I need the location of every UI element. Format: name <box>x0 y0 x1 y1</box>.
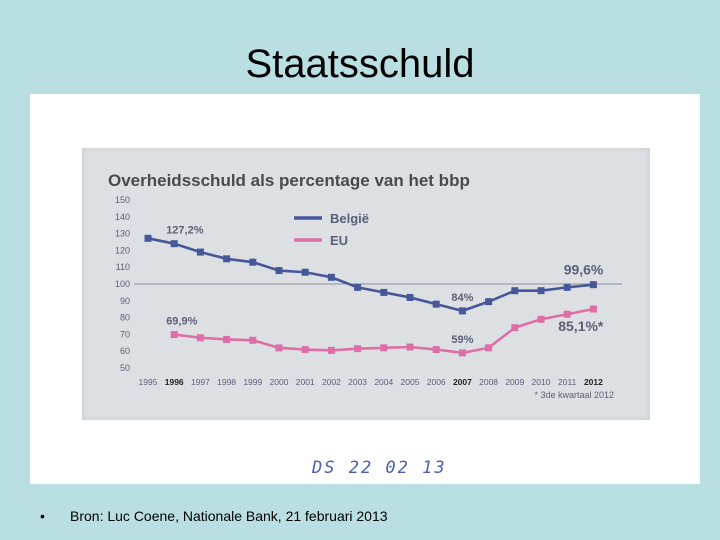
data-label: 59% <box>451 334 473 346</box>
x-tick-label: 2009 <box>505 377 524 387</box>
data-point <box>563 310 571 318</box>
data-point <box>511 287 519 295</box>
data-point <box>275 344 283 352</box>
x-tick-label: 1998 <box>217 377 236 387</box>
slide-title: Staatsschuld <box>245 42 475 86</box>
source-text: Bron: Luc Coene, Nationale Bank, 21 febr… <box>70 508 388 524</box>
data-point <box>432 346 440 354</box>
handwritten-date: DS 22 02 13 <box>312 458 447 478</box>
data-point <box>170 240 178 248</box>
x-tick-label: 1995 <box>139 377 158 387</box>
legend-label: België <box>330 211 369 226</box>
data-point <box>485 344 493 352</box>
legend-label: EU <box>330 233 348 248</box>
data-point <box>327 346 335 354</box>
data-point <box>327 273 335 281</box>
chart-footnote: * 3de kwartaal 2012 <box>534 390 614 400</box>
y-tick-label: 90 <box>120 296 130 306</box>
data-point <box>458 307 466 315</box>
data-point <box>223 255 231 263</box>
data-point <box>485 298 493 306</box>
x-tick-label: 2001 <box>296 377 315 387</box>
y-tick-label: 100 <box>115 279 130 289</box>
x-tick-label: 2010 <box>532 377 551 387</box>
x-tick-label: 2006 <box>427 377 446 387</box>
y-tick-label: 110 <box>116 262 130 272</box>
y-tick-label: 50 <box>120 363 130 373</box>
series-line <box>147 237 594 313</box>
data-point <box>432 300 440 308</box>
y-tick-label: 60 <box>120 346 130 356</box>
data-point <box>406 293 414 301</box>
x-tick-label: 2000 <box>270 377 289 387</box>
data-point <box>511 324 519 332</box>
y-tick-label: 70 <box>120 329 130 339</box>
bullet: • <box>40 508 45 524</box>
chart-title: Overheidsschuld als percentage van het b… <box>108 171 470 190</box>
y-tick-label: 80 <box>120 313 130 323</box>
data-point <box>406 343 414 351</box>
data-point <box>563 283 571 291</box>
newspaper-photo: Overheidsschuld als percentage van het b… <box>30 94 700 484</box>
x-tick-label: 2007 <box>453 377 472 387</box>
data-point <box>354 345 362 353</box>
data-label: 69,9% <box>166 316 197 328</box>
y-tick-label: 140 <box>115 212 130 222</box>
data-label: 99,6% <box>564 262 604 278</box>
y-tick-label: 120 <box>115 245 130 255</box>
data-point <box>249 258 257 266</box>
data-label: 127,2% <box>166 225 204 237</box>
x-tick-label: 1999 <box>243 377 262 387</box>
x-tick-label: 1996 <box>165 377 184 387</box>
data-label: 84% <box>451 292 473 304</box>
data-point <box>249 336 257 344</box>
data-point <box>380 344 388 352</box>
data-point <box>275 267 283 275</box>
x-tick-label: 2004 <box>374 377 393 387</box>
x-tick-label: 2011 <box>558 377 577 387</box>
data-point <box>458 349 466 357</box>
data-point <box>380 288 388 296</box>
debt-chart: Overheidsschuld als percentage van het b… <box>108 171 622 400</box>
x-tick-label: 2005 <box>401 377 420 387</box>
data-point <box>301 268 309 276</box>
data-point <box>223 335 231 343</box>
data-point <box>537 315 545 323</box>
data-label: 85,1%* <box>558 318 604 334</box>
y-tick-label: 150 <box>115 195 130 205</box>
x-tick-label: 2012 <box>584 377 603 387</box>
data-point <box>196 248 204 256</box>
x-tick-label: 2008 <box>479 377 498 387</box>
x-tick-label: 2003 <box>348 377 367 387</box>
data-point <box>301 346 309 354</box>
data-point <box>354 283 362 291</box>
x-tick-label: 2002 <box>322 377 341 387</box>
data-point <box>589 305 597 313</box>
data-point <box>537 287 545 295</box>
x-tick-label: 1997 <box>191 377 210 387</box>
newspaper-clipping: Overheidsschuld als percentage van het b… <box>82 148 650 478</box>
data-point <box>589 281 597 289</box>
data-point <box>170 331 178 339</box>
data-point <box>144 234 152 242</box>
data-point <box>196 334 204 342</box>
y-tick-label: 130 <box>115 229 130 239</box>
